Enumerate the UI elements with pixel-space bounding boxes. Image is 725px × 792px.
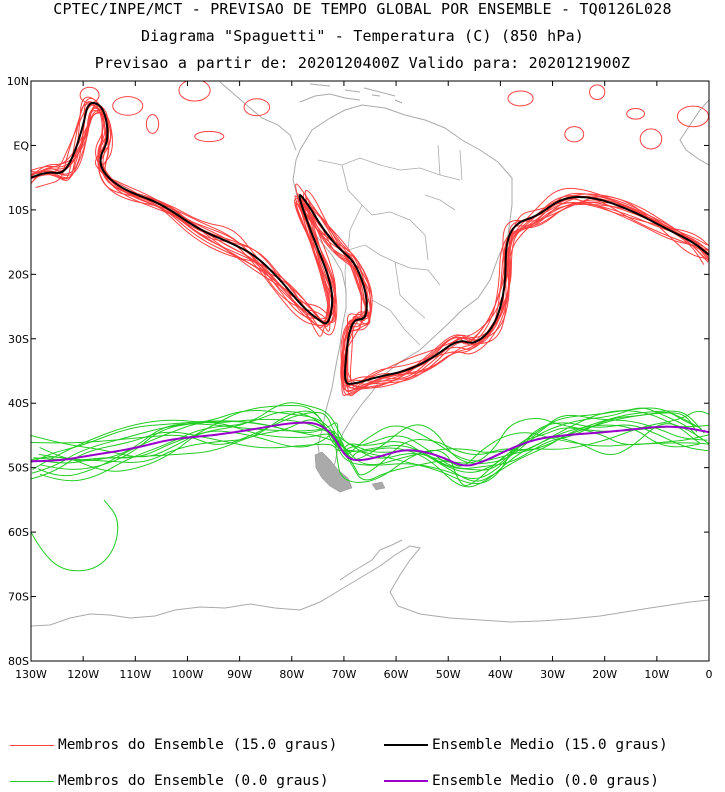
lon-label: 50W: [436, 668, 461, 681]
member-blob-15c: [243, 98, 271, 117]
lat-label: EQ: [13, 139, 29, 152]
legend-mean-0c: Ensemble Medio (0.0 graus): [384, 771, 659, 791]
ensemble-mean-0c: [31, 421, 709, 467]
member-contour-15c: [35, 97, 705, 382]
legend-swatch-green: [10, 780, 54, 782]
title-line-1: CPTEC/INPE/MCT - PREVISAO DE TEMPO GLOBA…: [53, 0, 672, 18]
legend-label: Membros do Ensemble (0.0 graus): [58, 773, 329, 789]
member-contour-15c: [31, 107, 709, 397]
member-blob-15c: [145, 114, 160, 134]
member-contour-15c: [31, 105, 708, 396]
legend-label: Ensemble Medio (0.0 graus): [432, 773, 659, 789]
antarctica-outline: [31, 545, 709, 627]
legend-swatch-red: [10, 744, 54, 746]
legend-mean-15c: Ensemble Medio (15.0 graus): [384, 735, 668, 755]
lon-label: 80W: [279, 668, 304, 681]
continent-outlines: [31, 81, 709, 627]
lon-label: 100W: [172, 668, 204, 681]
lon-label: 130W: [15, 668, 47, 681]
member-contour-0c: [31, 412, 709, 464]
member-blob-15c: [626, 107, 646, 120]
member-blob-15c: [194, 130, 225, 143]
lat-label: 50S: [8, 462, 29, 475]
lat-label: 30S: [8, 333, 29, 346]
legend-swatch-purple: [384, 780, 428, 782]
member-contour-15c: [31, 109, 709, 390]
member-contour-15c: [32, 103, 709, 388]
member-contour-15c: [31, 112, 709, 393]
legend-swatch-black: [384, 744, 428, 746]
lon-label: 20W: [592, 668, 617, 681]
tierra-del-fuego: [314, 451, 353, 493]
lon-label: 110W: [119, 668, 151, 681]
member-blob-15c: [112, 96, 144, 116]
member-contour-0c: [31, 423, 709, 487]
lon-label: 10W: [644, 668, 669, 681]
members-0c: [31, 402, 709, 572]
member-contour-0c: [31, 411, 702, 469]
longitude-axis: 130W 120W 110W 100W 90W 80W 70W 60W 50W 40W 30W 20W…: [15, 81, 713, 681]
plot-frame: [30, 80, 710, 662]
legend-members-0c: Membros do Ensemble (0.0 graus): [10, 771, 329, 791]
lon-label: 90W: [227, 668, 252, 681]
member-blob-15c: [178, 81, 211, 102]
title-line-3: Previsao a partir de: 2020120400Z Valido…: [94, 54, 631, 72]
member-blob-15c: [589, 84, 606, 101]
lat-label: 10S: [8, 204, 29, 217]
lat-label: 20S: [8, 268, 29, 281]
member-contour-0c: [32, 410, 705, 471]
lat-label: 40S: [8, 397, 29, 410]
legend-members-15c: Membros do Ensemble (15.0 graus): [10, 735, 337, 755]
title-line-2: Diagrama "Spaguetti" - Temperatura (C) (…: [140, 27, 585, 45]
central-america-outline: [219, 81, 396, 151]
member-contour-15c: [32, 96, 709, 389]
members-15c: [31, 81, 709, 397]
member-blob-15c: [639, 128, 663, 150]
member-contour-0c: [39, 410, 709, 476]
lon-label: 0: [706, 668, 713, 681]
antarctic-peninsula: [339, 539, 403, 581]
legend-label: Membros do Ensemble (15.0 graus): [58, 737, 338, 753]
lon-label: 40W: [488, 668, 513, 681]
falkland-islands: [371, 481, 386, 491]
member-blob-15c: [507, 90, 534, 107]
lat-label: 80S: [8, 655, 29, 668]
member-contour-15c: [31, 111, 706, 385]
lon-label: 60W: [384, 668, 409, 681]
member-blob-15c: [676, 105, 709, 128]
member-contour-15c: [34, 102, 708, 387]
member-blob-15c: [564, 126, 585, 143]
latitude-axis: 10N EQ 10S 20S 30S 40S 50S 60S 70S 80S: [7, 75, 709, 668]
lon-label: 120W: [67, 668, 99, 681]
lat-label: 70S: [8, 591, 29, 604]
lon-label: 70W: [331, 668, 356, 681]
legend-label: Ensemble Medio (15.0 graus): [432, 737, 668, 753]
member-contour-0c: [31, 499, 119, 572]
caribbean-islands: [309, 83, 403, 104]
member-contour-0c: [39, 410, 700, 466]
member-contour-15c: [31, 110, 709, 396]
member-contour-15c: [31, 103, 709, 389]
africa-outline: [679, 99, 709, 166]
lat-label: 10N: [7, 75, 29, 88]
ensemble-mean-15c: [31, 101, 709, 385]
member-blob-15c: [79, 86, 100, 104]
lon-label: 30W: [540, 668, 565, 681]
lat-label: 60S: [8, 526, 29, 539]
member-contour-15c: [31, 107, 709, 392]
member-contour-15c: [31, 103, 709, 383]
